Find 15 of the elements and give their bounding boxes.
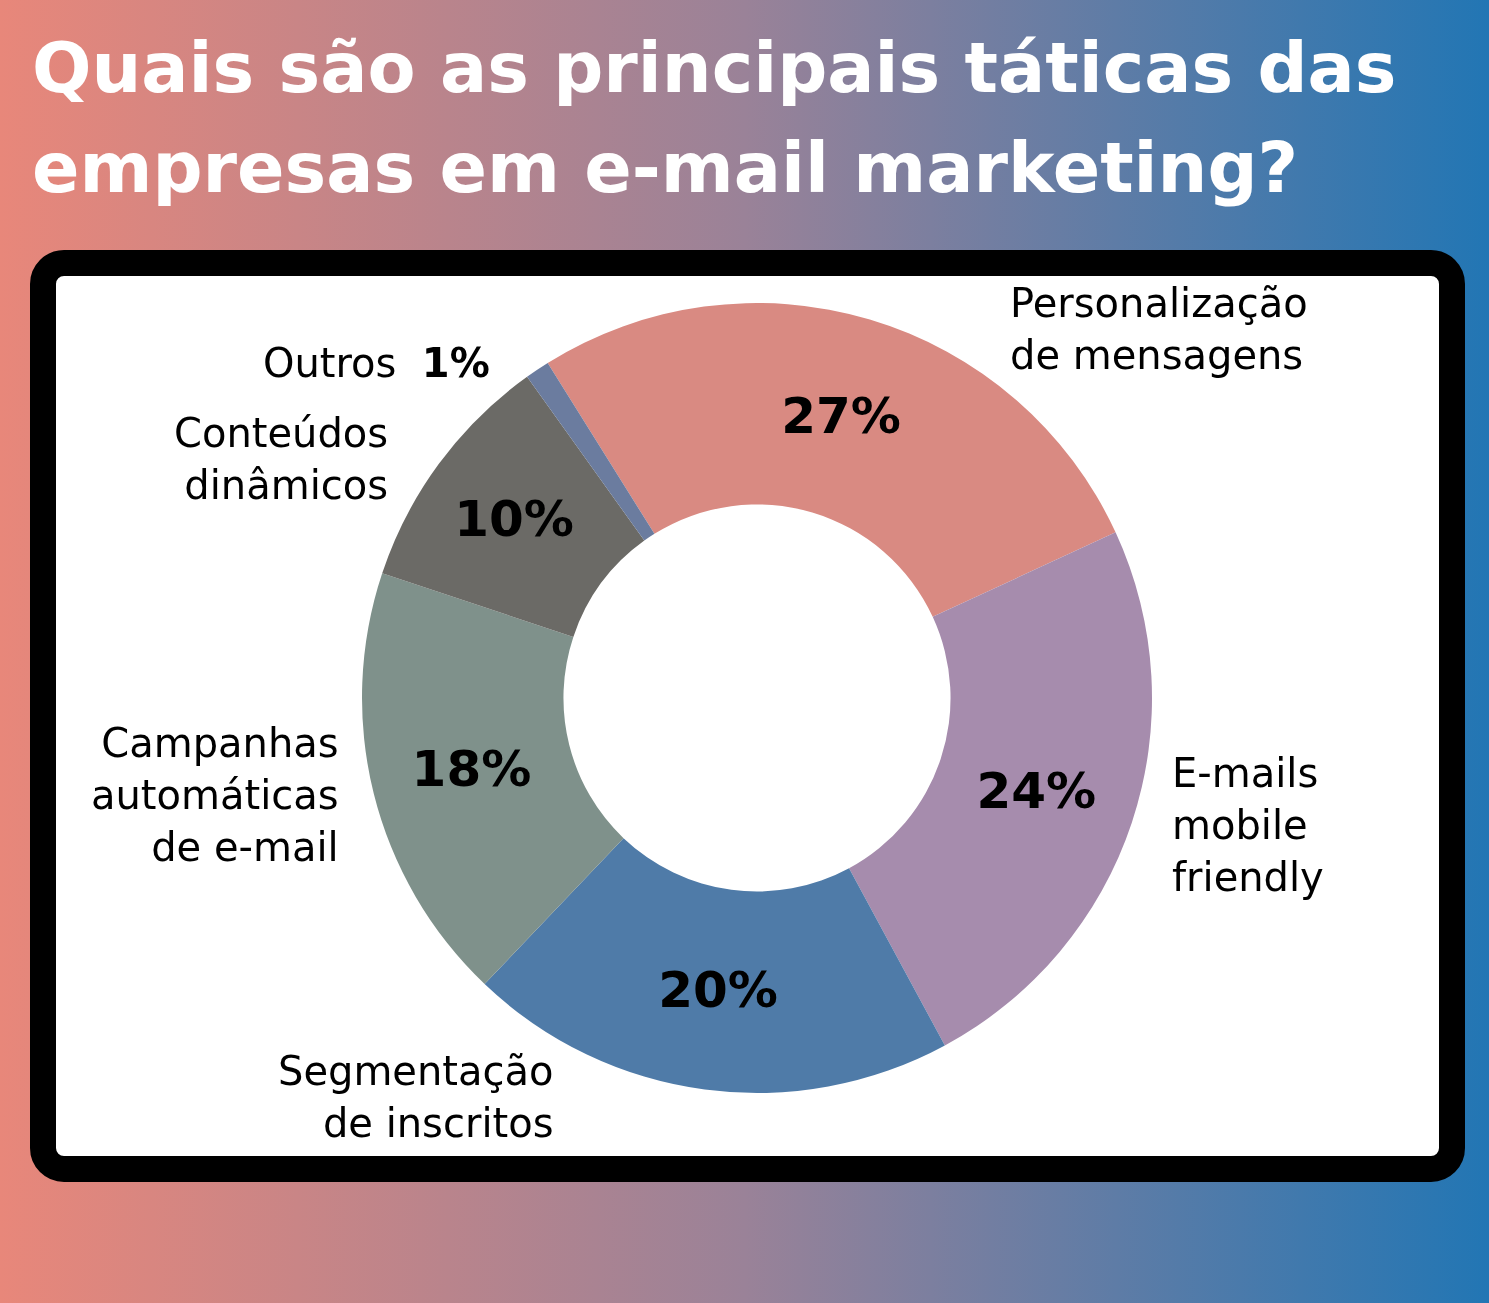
donut-slice — [362, 573, 624, 985]
data-label: 20% — [658, 960, 778, 1019]
slice-label: Outros — [263, 340, 397, 386]
data-label: 1% — [421, 340, 490, 386]
slice-label: Segmentação de inscritos — [278, 1048, 554, 1146]
data-label: 18% — [411, 740, 532, 799]
slice-label: Campanhas automáticas de e-mail — [91, 720, 339, 870]
data-label: 10% — [454, 489, 574, 548]
slice-label: Personalização de mensagens — [1010, 280, 1308, 378]
data-label: 24% — [976, 761, 1097, 820]
data-label: 27% — [781, 386, 901, 445]
chart-title: Quais são as principais táticas das empresas em e-mail marketing? — [32, 26, 1398, 211]
donut-slice — [849, 532, 1152, 1046]
slice-label: E-mails mobile friendly — [1172, 750, 1324, 900]
slice-label: Conteúdos dinâmicos — [174, 410, 389, 508]
